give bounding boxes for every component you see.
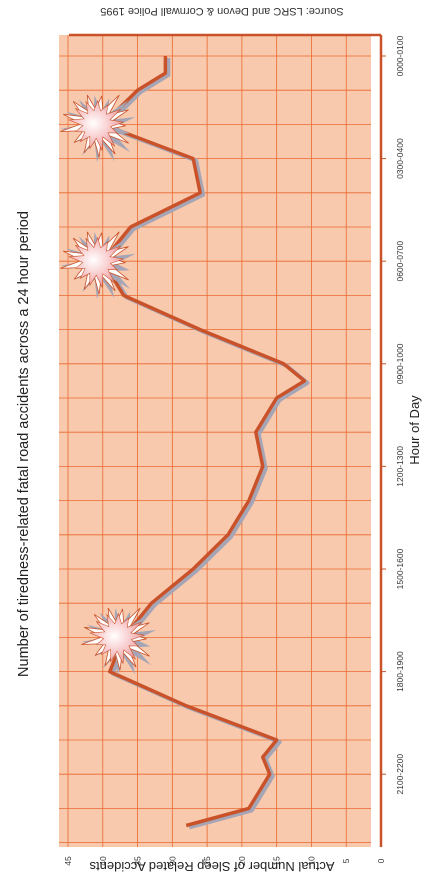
burst-inner bbox=[68, 99, 124, 151]
y-tick-label: 25 bbox=[202, 856, 212, 866]
x-tick-label: 2100-2200 bbox=[395, 754, 405, 795]
plot-background bbox=[59, 35, 371, 847]
y-tick-label: 35 bbox=[133, 856, 143, 866]
x-tick-label: 0000-0100 bbox=[395, 35, 405, 76]
series-line bbox=[101, 56, 307, 828]
burst-inner bbox=[68, 236, 124, 288]
y-ticks: 0 5 10 15 20 25 30 35 40 45 bbox=[63, 856, 386, 866]
x-tick-label: 1800-1900 bbox=[395, 651, 405, 692]
y-axis-title: Actual Number of Sleep Related Accidents bbox=[89, 859, 334, 874]
x-axis-title: Hour of Day bbox=[407, 395, 422, 465]
y-tick-label: 30 bbox=[167, 856, 177, 866]
y-tick-label: 45 bbox=[63, 856, 73, 866]
highlight-bursts bbox=[60, 94, 157, 676]
y-tick-label: 40 bbox=[98, 856, 108, 866]
x-tick-label: 0300-0400 bbox=[395, 138, 405, 179]
series-path bbox=[101, 56, 307, 828]
y-tick-label: 5 bbox=[341, 858, 351, 863]
x-tick-label: 0600-0700 bbox=[395, 241, 405, 282]
chart-title: Number of tiredness-related fatal road a… bbox=[16, 211, 32, 677]
x-ticks: 0000-0100 0300-0400 0600-0700 0900-1000 1200… bbox=[381, 35, 405, 795]
grid bbox=[59, 35, 371, 847]
y-tick-label: 15 bbox=[272, 856, 282, 866]
x-tick-label: 1500-1600 bbox=[395, 548, 405, 589]
burst-inner bbox=[89, 612, 145, 664]
x-tick-label: 0900-1000 bbox=[395, 343, 405, 384]
plot-area bbox=[59, 35, 371, 847]
y-tick-label: 10 bbox=[306, 856, 316, 866]
x-tick-label: 1200-1300 bbox=[395, 446, 405, 487]
axes bbox=[69, 33, 383, 847]
y-tick-label: 0 bbox=[376, 858, 386, 863]
source-note: Source: LSRC and Devon & Cornwall Police… bbox=[100, 5, 343, 17]
y-tick-label: 20 bbox=[237, 856, 247, 866]
